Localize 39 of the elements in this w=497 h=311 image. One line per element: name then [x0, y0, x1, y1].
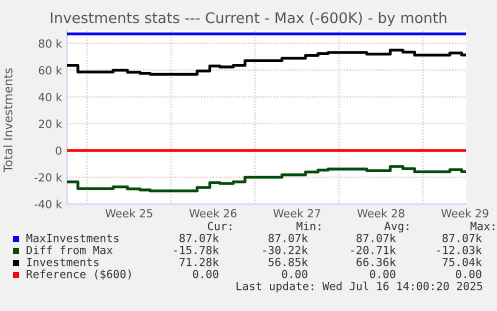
chart-title: Investments stats --- Current - Max (-600K) - by month	[50, 12, 446, 26]
text: 0.00	[456, 270, 482, 278]
y-tick-label: 20 k	[38, 119, 62, 128]
text: Min:	[296, 222, 320, 230]
y-axis-title: Total Investments	[3, 68, 12, 172]
legend-label: Investments	[27, 258, 98, 266]
x-tick-label: Week 26	[189, 208, 236, 218]
y-tick-label: 40 k	[38, 92, 62, 102]
text: 0.00	[192, 270, 218, 278]
legend-label: Reference ($600)	[26, 270, 131, 280]
text: 66.36k	[356, 258, 396, 266]
y-tick-label: 80 k	[38, 39, 62, 48]
text: 87.07k	[442, 234, 482, 242]
y-tick-label: -20 k	[34, 173, 62, 182]
legend-label: Diff from Max	[26, 246, 113, 254]
text: 0.00	[370, 270, 396, 278]
text: -20.71k	[351, 246, 396, 254]
text: -30.22k	[263, 246, 308, 254]
legend-label: MaxInvestments	[26, 234, 119, 242]
y-tick-label: -40 k	[34, 200, 62, 208]
text: 56.85k	[268, 258, 308, 266]
text: 0.00	[282, 270, 308, 278]
text: 87.07k	[268, 234, 308, 242]
text: 87.07k	[356, 234, 396, 242]
text: Last update: Wed Jul 16 14:00:20 2025	[236, 282, 482, 292]
y-tick-label: 0	[56, 146, 62, 155]
text: 87.07k	[180, 234, 219, 242]
text: Avg:	[384, 222, 408, 232]
text: Cur:	[208, 222, 232, 230]
text: 71.28k	[180, 258, 219, 266]
text: -15.78k	[174, 246, 219, 254]
text: -12.03k	[437, 246, 482, 254]
x-tick-label: Week 29	[441, 208, 488, 218]
x-tick-label: Week 25	[105, 208, 152, 218]
x-tick-label: Week 28	[357, 208, 404, 218]
x-tick-label: Week 27	[273, 208, 320, 218]
y-tick-label: 60 k	[38, 66, 62, 75]
text: 75.04k	[442, 258, 482, 266]
text: Max:	[470, 222, 494, 230]
